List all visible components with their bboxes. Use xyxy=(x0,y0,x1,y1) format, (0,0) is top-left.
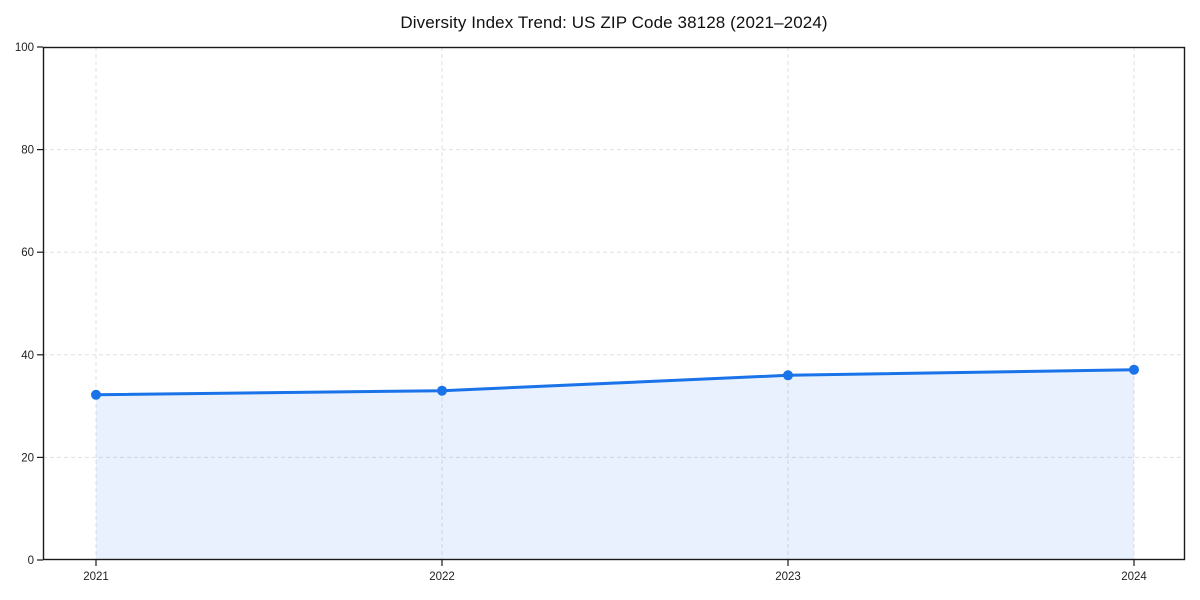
y-tick-label: 20 xyxy=(21,452,34,464)
y-tick-label: 100 xyxy=(15,42,34,54)
plot-border xyxy=(42,46,1186,561)
x-tick-label: 2021 xyxy=(83,571,109,583)
x-tick-label: 2023 xyxy=(775,571,801,583)
data-point-marker xyxy=(91,389,101,400)
y-tick-label: 80 xyxy=(21,145,34,157)
chart-title: Diversity Index Trend: US ZIP Code 38128… xyxy=(400,13,828,32)
data-point-marker xyxy=(1129,364,1139,375)
x-tick-label: 2024 xyxy=(1121,571,1147,583)
y-tick-label: 60 xyxy=(21,247,34,259)
trend-line xyxy=(94,368,1136,397)
y-tick-label: 0 xyxy=(28,555,34,567)
data-point-marker xyxy=(783,370,793,381)
data-point-marker xyxy=(437,385,447,396)
area-fill xyxy=(96,369,1134,560)
x-tick-label: 2022 xyxy=(429,571,455,583)
y-tick-label: 40 xyxy=(21,350,34,362)
